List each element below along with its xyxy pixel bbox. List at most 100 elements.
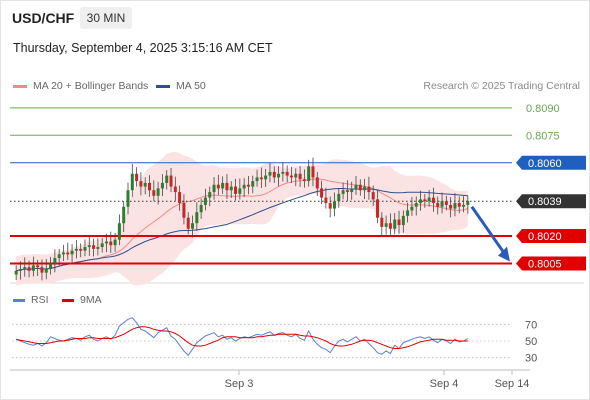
legend-ma20: MA 20 + Bollinger Bands [13, 80, 148, 92]
candle-body [337, 193, 341, 202]
candle-body [251, 181, 255, 187]
candle-body [431, 197, 435, 204]
candle-body [311, 166, 315, 178]
candle-body [23, 267, 27, 270]
candle-body [259, 177, 263, 180]
candle-body [436, 203, 440, 207]
candle-body [83, 247, 87, 251]
legend-ma20-label: MA 20 + Bollinger Bands [33, 80, 149, 92]
candle-body [117, 223, 121, 240]
candle-body [294, 173, 298, 178]
candle-body [87, 245, 91, 248]
candle-body [36, 265, 40, 268]
candle-body [143, 182, 147, 187]
candle-body [18, 269, 22, 271]
rsi-tick-label: 50 [525, 336, 537, 348]
level-label-0.8005: 0.8005 [528, 259, 562, 271]
candle-body [152, 190, 156, 196]
candle-body [419, 199, 423, 204]
candle-body [49, 263, 53, 270]
candle-body [130, 173, 134, 191]
candle-body [307, 166, 311, 182]
candle-body [423, 199, 427, 202]
candle-body [264, 175, 268, 180]
level-tag-0.8039 [516, 194, 586, 209]
candle-body [165, 175, 169, 183]
candle-body [277, 173, 281, 178]
candle-body [27, 267, 31, 271]
candle-body [363, 186, 367, 191]
candle-body [173, 186, 177, 193]
x-tick-label: Sep 14 [495, 378, 530, 390]
legend-9ma-label: 9MA [80, 294, 102, 306]
candle-body [40, 267, 44, 273]
candle-body [324, 197, 328, 204]
level-label-0.8020: 0.8020 [528, 231, 562, 243]
candle-body [208, 192, 212, 198]
candle-body [79, 248, 83, 251]
candle-body [186, 217, 190, 229]
candle-body [53, 258, 57, 264]
candle-body [156, 188, 160, 196]
level-label-0.8039: 0.8039 [528, 196, 562, 208]
candle-body [61, 252, 65, 255]
candle-body [203, 197, 207, 205]
candle-body [96, 247, 100, 249]
candle-body [104, 241, 108, 244]
candle-body [414, 203, 418, 207]
legend-9ma: 9MA [62, 294, 102, 306]
candle-body [302, 179, 306, 182]
legend-rsi: RSI [13, 294, 49, 306]
level-tag-0.8005 [516, 256, 586, 271]
candle-body [135, 173, 139, 182]
rsi-panel: 70 50 30 [12, 317, 537, 365]
candle-body [328, 203, 332, 209]
candle-body [393, 219, 397, 229]
candle-body [444, 201, 448, 205]
candle-body [320, 188, 324, 198]
candle-body [169, 175, 173, 187]
forecast-arrow-shaft [470, 205, 508, 257]
candle-body [345, 190, 349, 193]
candle-body [401, 215, 405, 226]
candle-body [388, 223, 392, 229]
candle-body [191, 223, 195, 229]
candle-body [449, 204, 453, 209]
legend-ma50-label: MA 50 [176, 80, 206, 92]
candle-body [350, 188, 354, 193]
candle-body [384, 223, 388, 227]
candle-body [285, 171, 289, 176]
candle-body [160, 182, 164, 189]
candle-body [92, 245, 96, 249]
candle-body [453, 203, 457, 209]
price-levels: 0.8090 0.8075 0.8060 0.8039 0.8020 0.8005 [10, 103, 586, 271]
candle-body [225, 182, 229, 191]
candle-body [281, 171, 285, 174]
candle-body [332, 201, 336, 209]
candle-body [14, 270, 18, 275]
x-tick-label: Sep 4 [430, 378, 459, 390]
timeframe-button[interactable]: 30 MIN [80, 7, 132, 29]
candle-body [268, 171, 272, 176]
candle-body [427, 197, 431, 202]
candle-body [242, 184, 246, 189]
ma50-line [16, 188, 468, 272]
level-label-0.8075: 0.8075 [526, 130, 560, 142]
candle-body [195, 212, 199, 224]
candle-body [462, 204, 466, 207]
datetime-label: Thursday, September 4, 2025 3:15:16 AM C… [13, 41, 273, 55]
candle-body [182, 203, 186, 218]
candle-body [178, 192, 182, 204]
rsi-ma9-line [16, 326, 468, 349]
candle-body [57, 254, 61, 259]
level-label-0.8060: 0.8060 [528, 158, 562, 170]
candle-body [246, 184, 250, 187]
rsi-swatch [13, 298, 25, 302]
candle-body [376, 199, 380, 218]
level-tag-0.8020 [516, 229, 586, 244]
candle-body [212, 184, 216, 193]
candle-body [367, 186, 371, 193]
candle-body [122, 206, 126, 224]
candle-body [113, 239, 117, 246]
rsi-line [16, 317, 469, 356]
